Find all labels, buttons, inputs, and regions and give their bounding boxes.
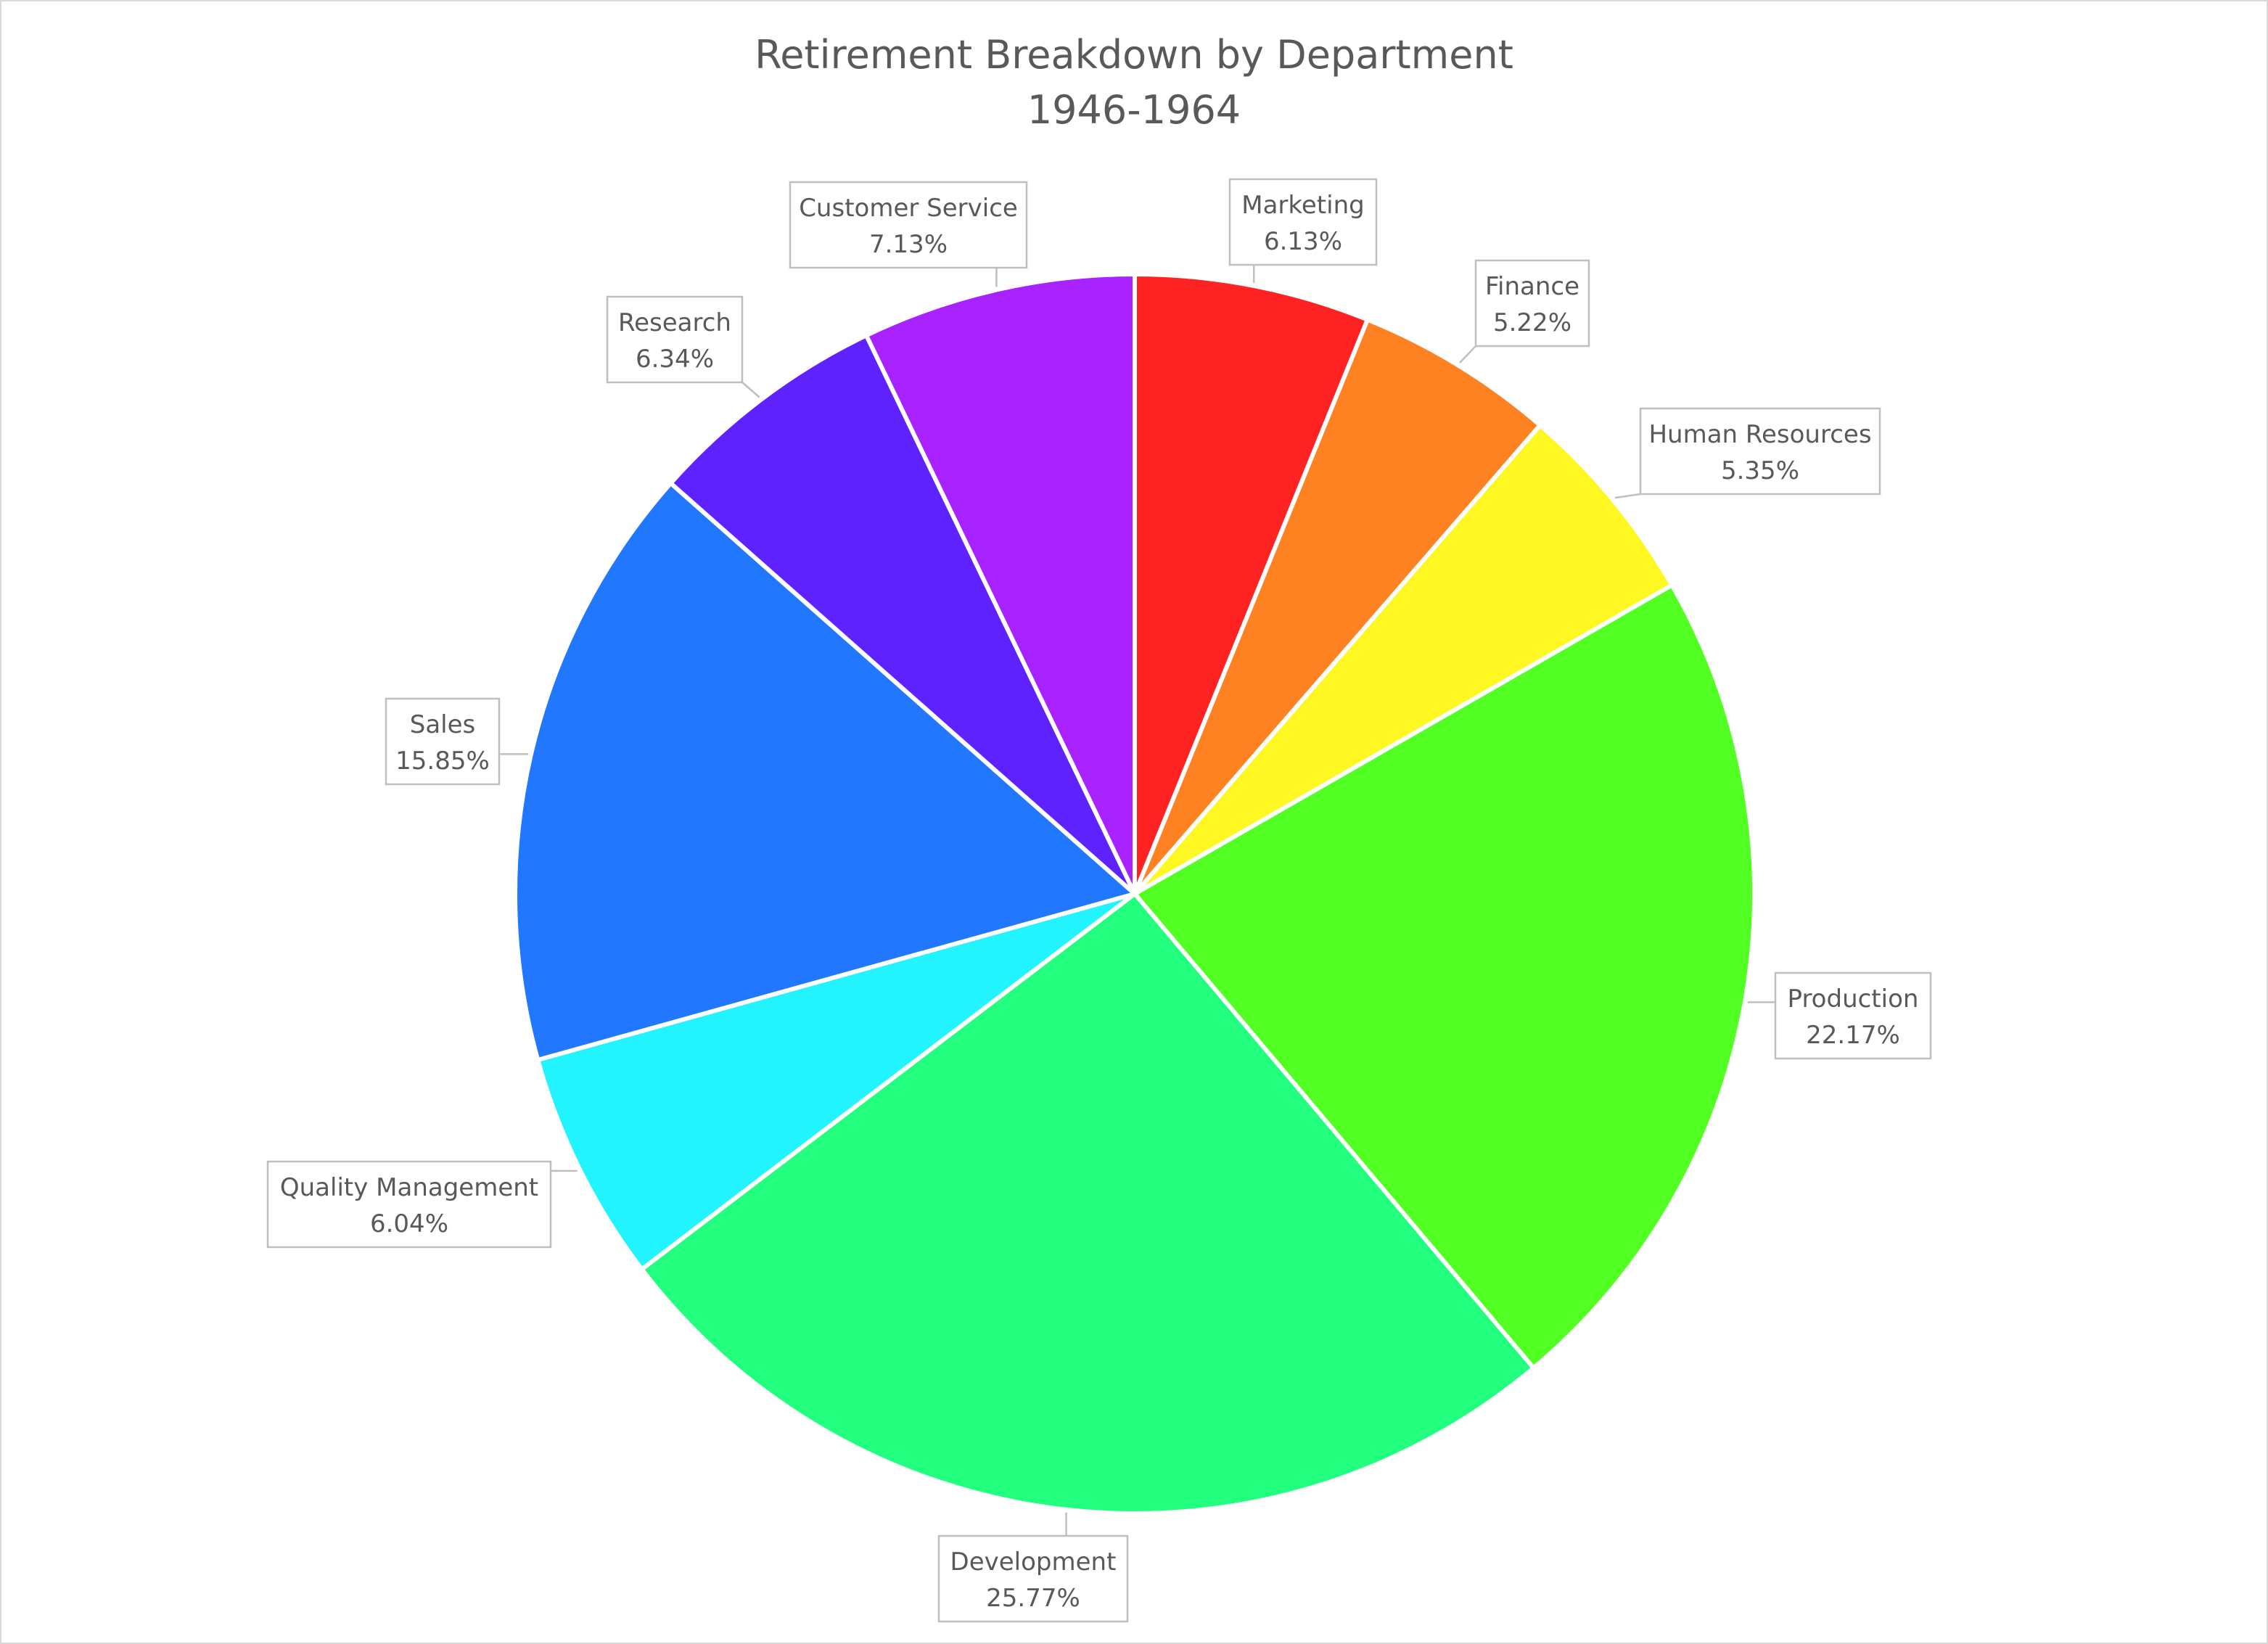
data-label-finance: Finance 5.22% [1474, 259, 1590, 348]
data-label-category: Sales [410, 710, 476, 739]
data-label-value: 5.22% [1493, 308, 1571, 337]
data-label-category: Customer Service [799, 194, 1018, 223]
pie-slice-finance [1133, 316, 1543, 895]
data-label-box [937, 1534, 1129, 1623]
chart-subtitle-line: 1946-1964 [1027, 87, 1241, 133]
data-label-box [789, 181, 1028, 269]
data-label-box [385, 697, 501, 786]
pie-slice-development [638, 890, 1537, 1516]
leader-line-research [741, 382, 760, 398]
data-label-category: Quality Management [280, 1173, 538, 1202]
data-label-box [1474, 259, 1590, 348]
data-label-value: 15.85% [395, 747, 490, 776]
data-label-value: 6.13% [1264, 227, 1342, 256]
data-label-human-resources: Human Resources 5.35% [1639, 407, 1881, 496]
data-label-box [1639, 407, 1881, 496]
chart-title-line: Retirement Breakdown by Department [755, 32, 1513, 78]
data-label-box [1228, 178, 1378, 266]
data-label-category: Human Resources [1648, 420, 1871, 449]
pie-slice-marketing [1133, 271, 1371, 895]
data-label-box [266, 1160, 552, 1249]
data-label-marketing: Marketing 6.13% [1228, 178, 1378, 266]
pie-slice-human-resources [1133, 422, 1675, 896]
pie-slices [513, 271, 1757, 1516]
data-label-production: Production 22.17% [1774, 971, 1932, 1060]
pie-slice-quality-management [535, 892, 1136, 1273]
pie-slice-research [667, 332, 1137, 896]
data-label-value: 6.34% [636, 345, 714, 374]
data-label-value: 6.04% [370, 1209, 448, 1238]
data-label-value: 7.13% [869, 230, 948, 259]
pie-slice-sales [513, 480, 1140, 1063]
data-label-research: Research 6.34% [606, 295, 744, 384]
data-label-value: 5.35% [1721, 456, 1799, 485]
data-label-development: Development 25.77% [937, 1534, 1129, 1623]
data-label-sales: Sales 15.85% [385, 697, 501, 786]
data-label-category: Research [618, 308, 731, 337]
pie-slice-production [1131, 582, 1757, 1371]
data-label-quality-management: Quality Management 6.04% [266, 1160, 552, 1249]
data-label-category: Finance [1485, 272, 1579, 301]
data-label-category: Development [950, 1548, 1117, 1577]
data-label-value: 22.17% [1806, 1021, 1900, 1050]
chart-title: Retirement Breakdown by Department 1946-… [0, 28, 2268, 138]
data-label-value: 25.77% [986, 1584, 1080, 1613]
data-label-box [1774, 971, 1932, 1060]
data-label-category: Production [1788, 985, 1919, 1014]
leader-line-human-resources [1614, 493, 1641, 499]
leader-line-finance [1458, 345, 1476, 364]
data-label-category: Marketing [1241, 191, 1364, 220]
data-labels: Marketing 6.13% Finance 5.22% Human Resource… [266, 178, 1932, 1623]
data-label-customer-service: Customer Service 7.13% [789, 181, 1028, 269]
pie-slice-customer-service [863, 271, 1137, 895]
label-leader-lines [499, 265, 1775, 1536]
data-label-box [606, 295, 744, 384]
